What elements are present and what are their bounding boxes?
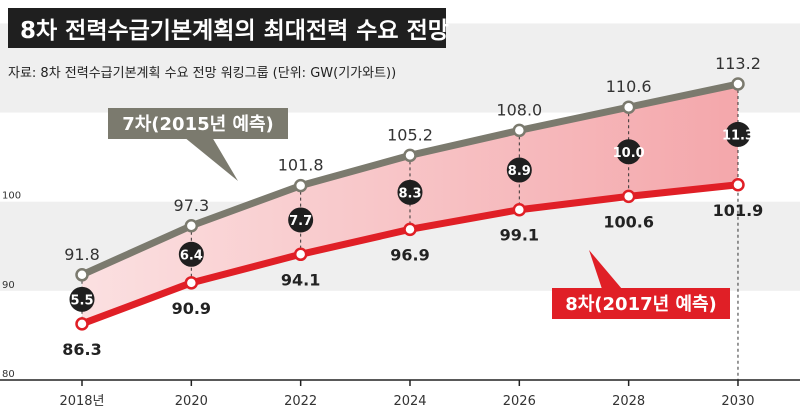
difference-badges: 5.5 6.4 7.7 8.3 8.9 10.0 11.3 bbox=[69, 121, 754, 312]
diff-badge-0 bbox=[69, 286, 95, 312]
label-7th-5: 110.6 bbox=[606, 77, 652, 96]
x-tick-label-0: 2018년 bbox=[59, 394, 104, 409]
point-7th-1 bbox=[184, 219, 199, 233]
label-7th-4: 108.0 bbox=[496, 100, 542, 119]
legend-7th-pointer bbox=[184, 137, 238, 181]
x-tick-label-5: 2028 bbox=[612, 394, 645, 409]
diff-badge-2 bbox=[288, 207, 314, 233]
x-tick-label-3: 2024 bbox=[393, 394, 426, 409]
data-labels: 91.8 86.3 97.3 90.9 101.8 94.1 105.2 96.9 108.0 9… bbox=[62, 54, 763, 359]
label-8th-0: 86.3 bbox=[62, 340, 101, 359]
point-7th-2 bbox=[293, 178, 308, 193]
diff-label-0: 5.5 bbox=[70, 293, 93, 308]
diff-label-3: 8.3 bbox=[398, 186, 421, 201]
x-tick-label-6: 2030 bbox=[721, 394, 754, 409]
source-note: 자료: 8차 전력수급기본계획 수요 전망 워킹그룹 (단위: GW(기가와트)… bbox=[8, 66, 396, 81]
title-box bbox=[8, 8, 446, 48]
point-8th-6 bbox=[731, 178, 745, 192]
point-8th-5 bbox=[621, 189, 636, 204]
label-8th-3: 96.9 bbox=[390, 245, 429, 264]
diff-badge-3 bbox=[397, 179, 423, 205]
point-7th-5 bbox=[621, 100, 636, 114]
point-8th-0 bbox=[75, 317, 89, 331]
legend-8th-plan: 8차(2017년 예측) bbox=[552, 250, 730, 319]
diff-badge-5 bbox=[616, 139, 642, 165]
legend-7th-plan: 7차(2015년 예측) bbox=[108, 108, 288, 181]
point-7th-6 bbox=[731, 77, 745, 91]
y-axis: 80 90 100 bbox=[2, 191, 21, 380]
point-7th-3 bbox=[403, 148, 417, 163]
label-8th-1: 90.9 bbox=[172, 299, 211, 318]
label-8th-5: 100.6 bbox=[603, 212, 654, 231]
label-7th-1: 97.3 bbox=[174, 196, 210, 215]
diff-badge-6 bbox=[725, 121, 751, 147]
data-points bbox=[75, 77, 745, 331]
label-7th-0: 91.8 bbox=[64, 245, 100, 264]
label-7th-2: 101.8 bbox=[278, 156, 324, 175]
x-tick-label-2: 2022 bbox=[284, 394, 317, 409]
x-tick-label-4: 2026 bbox=[503, 394, 536, 409]
chart-title: 8차 전력수급기본계획의 최대전력 수요 전망 bbox=[20, 18, 449, 44]
y-tick-label-2: 100 bbox=[2, 191, 21, 202]
diff-label-1: 6.4 bbox=[180, 248, 203, 263]
legend-8th-label: 8차(2017년 예측) bbox=[565, 294, 717, 315]
diff-badge-1 bbox=[178, 241, 204, 267]
x-tick-label-1: 2020 bbox=[175, 394, 208, 409]
point-7th-0 bbox=[75, 268, 89, 282]
label-8th-2: 94.1 bbox=[281, 270, 320, 289]
diff-badge-4 bbox=[506, 157, 532, 183]
label-8th-6: 101.9 bbox=[713, 201, 764, 220]
y-tick-label-0: 80 bbox=[2, 369, 15, 380]
diff-label-6: 11.3 bbox=[722, 128, 754, 143]
point-7th-4 bbox=[512, 123, 527, 138]
label-7th-6: 113.2 bbox=[715, 54, 761, 73]
legend-7th-box bbox=[108, 108, 288, 139]
legend-7th-label: 7차(2015년 예측) bbox=[122, 114, 274, 135]
point-8th-4 bbox=[512, 202, 527, 217]
point-8th-1 bbox=[184, 276, 199, 290]
diff-label-4: 8.9 bbox=[508, 164, 531, 179]
label-8th-4: 99.1 bbox=[500, 226, 539, 245]
label-7th-3: 105.2 bbox=[387, 125, 433, 144]
x-axis: 2018년 2020 2022 2024 2026 2028 2030 bbox=[59, 380, 755, 409]
legend-8th-box bbox=[552, 288, 730, 319]
point-8th-2 bbox=[293, 247, 308, 262]
diff-label-5: 10.0 bbox=[613, 146, 645, 161]
legend-8th-pointer bbox=[589, 250, 622, 289]
diff-label-2: 7.7 bbox=[289, 214, 312, 229]
y-tick-label-1: 90 bbox=[2, 280, 15, 291]
point-8th-3 bbox=[403, 222, 417, 237]
